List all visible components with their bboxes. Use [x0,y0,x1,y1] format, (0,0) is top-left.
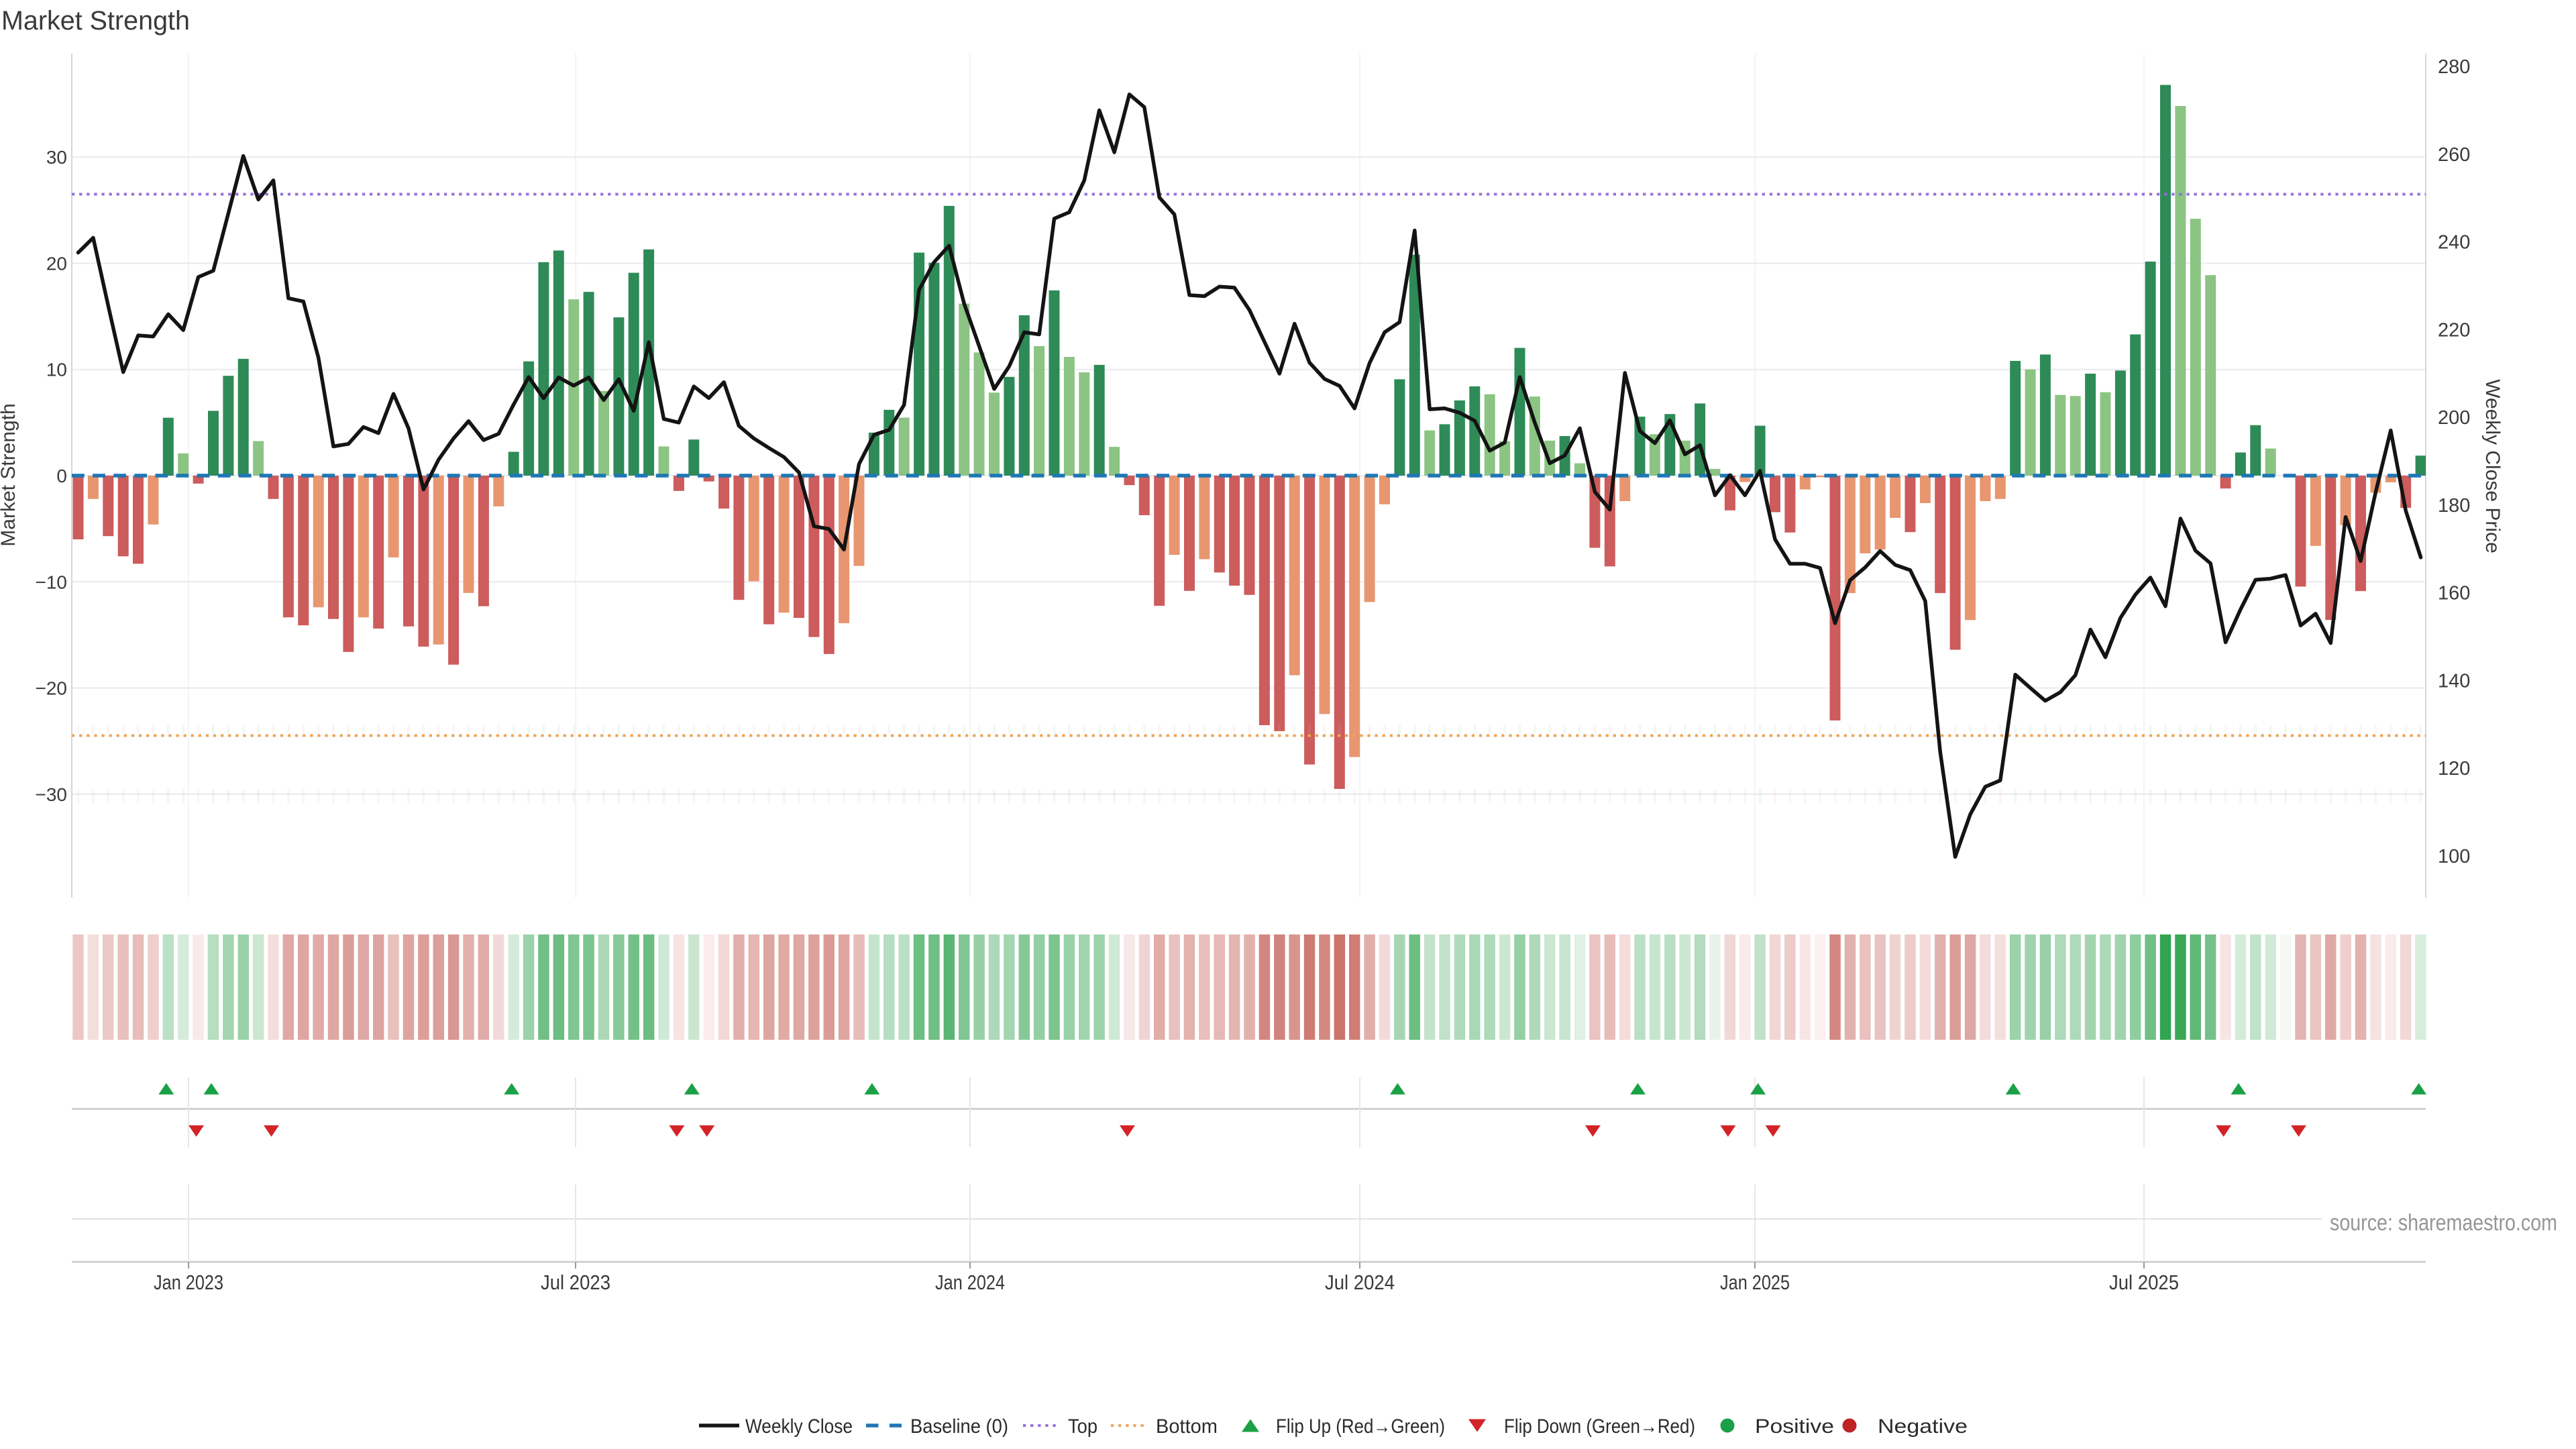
svg-text:140: 140 [2438,670,2470,692]
svg-text:Jan 2024: Jan 2024 [935,1271,1005,1294]
svg-text:Negative: Negative [1878,1415,1968,1438]
svg-text:20: 20 [46,253,67,274]
svg-text:100: 100 [2438,846,2470,867]
svg-text:Market Strength: Market Strength [0,403,19,546]
svg-text:Flip Up (Red→Green): Flip Up (Red→Green) [1276,1415,1445,1438]
svg-text:Jul 2024: Jul 2024 [1325,1271,1395,1294]
svg-text:−20: −20 [36,678,68,699]
svg-text:source: sharemaestro.com: source: sharemaestro.com [2330,1210,2557,1236]
svg-text:Weekly Close: Weekly Close [745,1415,853,1438]
svg-text:220: 220 [2438,319,2470,341]
svg-text:−10: −10 [36,572,68,592]
svg-text:Top: Top [1068,1415,1097,1438]
svg-text:0: 0 [56,466,67,486]
svg-text:Weekly Close Price: Weekly Close Price [2481,379,2504,553]
svg-text:Market Strength: Market Strength [1,6,190,36]
svg-text:260: 260 [2438,144,2470,166]
svg-text:Jan 2023: Jan 2023 [154,1271,223,1294]
svg-text:180: 180 [2438,495,2470,517]
svg-text:Bottom: Bottom [1156,1415,1218,1438]
svg-text:−30: −30 [36,784,68,805]
svg-text:10: 10 [46,360,67,380]
svg-text:Flip Down (Green→Red): Flip Down (Green→Red) [1504,1415,1695,1438]
svg-text:240: 240 [2438,232,2470,254]
svg-text:Positive: Positive [1755,1415,1834,1438]
svg-text:120: 120 [2438,758,2470,780]
svg-text:Jul 2023: Jul 2023 [541,1271,610,1294]
svg-text:Baseline (0): Baseline (0) [910,1415,1008,1438]
svg-text:30: 30 [46,147,67,168]
svg-text:160: 160 [2438,583,2470,604]
svg-text:Jul 2025: Jul 2025 [2109,1271,2179,1294]
svg-text:200: 200 [2438,407,2470,429]
svg-text:Jan 2025: Jan 2025 [1720,1271,1790,1294]
svg-text:280: 280 [2438,56,2470,78]
